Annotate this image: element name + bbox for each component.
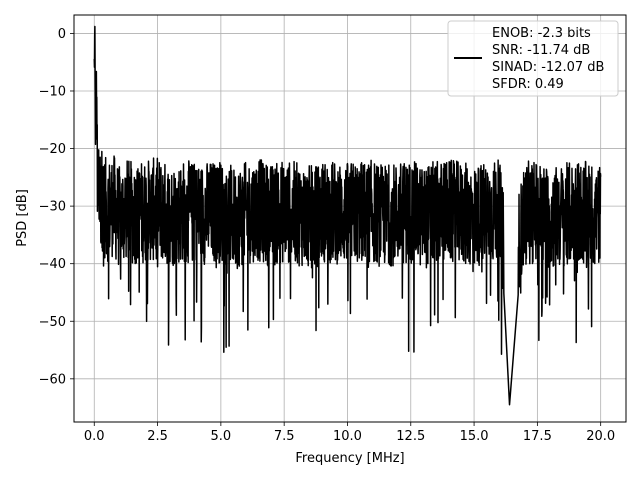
x-tick-label: 0.0 bbox=[84, 429, 105, 444]
legend: ENOB: -2.3 bits SNR: -11.74 dB SINAD: -1… bbox=[447, 20, 619, 97]
x-tick-label: 15.0 bbox=[460, 429, 489, 444]
x-axis-ticks: 0.0 2.5 5.0 7.5 10.0 12.5 15.0 17.5 20.0 bbox=[84, 422, 615, 444]
y-tick-label: −50 bbox=[39, 315, 66, 330]
y-tick-label: −20 bbox=[39, 142, 66, 157]
legend-line-sfdr: SFDR: 0.49 bbox=[492, 77, 564, 92]
legend-line-enob: ENOB: -2.3 bits bbox=[492, 26, 591, 41]
x-tick-label: 10.0 bbox=[333, 429, 362, 444]
x-tick-label: 17.5 bbox=[523, 429, 552, 444]
x-axis-label: Frequency [MHz] bbox=[295, 451, 404, 466]
x-tick-label: 5.0 bbox=[211, 429, 232, 444]
y-axis-ticks: 0 −10 −20 −30 −40 −50 −60 bbox=[39, 27, 74, 387]
x-tick-label: 12.5 bbox=[396, 429, 425, 444]
y-tick-label: −40 bbox=[39, 257, 66, 272]
y-tick-label: −10 bbox=[39, 84, 66, 99]
plot-area-frame bbox=[73, 14, 627, 423]
legend-line-sinad: SINAD: -12.07 dB bbox=[492, 60, 604, 75]
y-tick-label: −60 bbox=[39, 372, 66, 387]
y-tick-label: −30 bbox=[39, 200, 66, 215]
y-tick-label: 0 bbox=[58, 27, 66, 42]
psd-series-line bbox=[93, 25, 602, 406]
x-tick-label: 20.0 bbox=[586, 429, 615, 444]
psd-trace bbox=[93, 25, 602, 406]
legend-box bbox=[447, 20, 619, 97]
y-axis-label: PSD [dB] bbox=[15, 189, 30, 247]
x-tick-label: 2.5 bbox=[147, 429, 168, 444]
legend-line-snr: SNR: -11.74 dB bbox=[492, 43, 590, 58]
x-tick-label: 7.5 bbox=[274, 429, 295, 444]
